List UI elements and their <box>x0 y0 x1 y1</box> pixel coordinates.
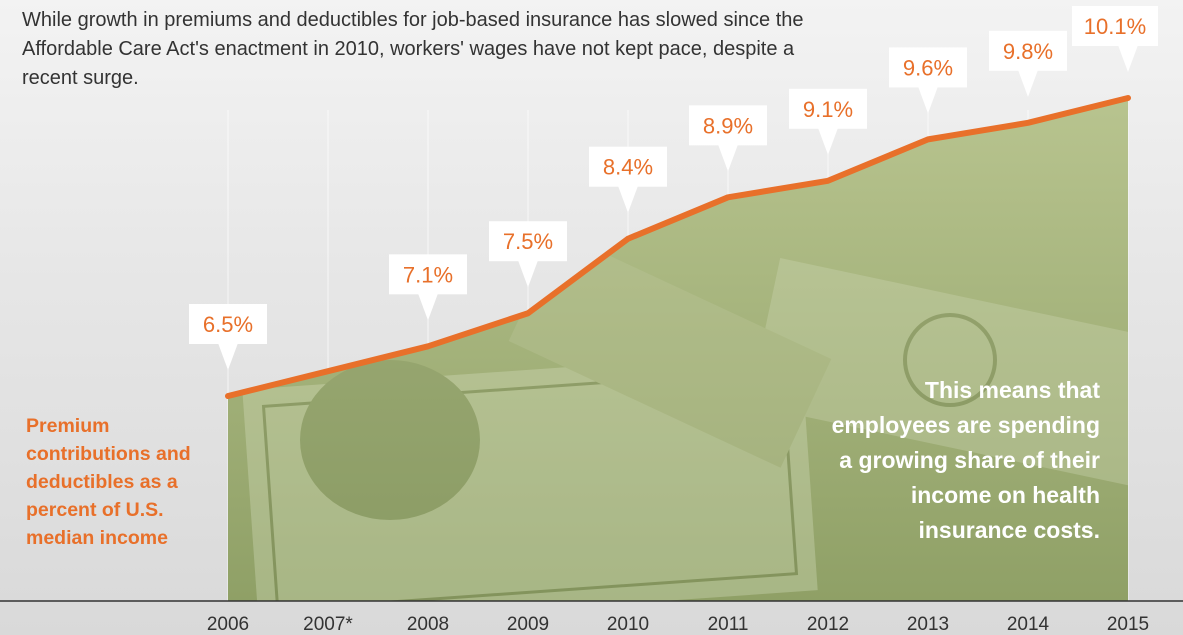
series-polyline <box>225 95 1131 399</box>
data-label-text: 7.5% <box>503 229 553 254</box>
data-label-box <box>989 30 1067 71</box>
x-tick-label: 2007* <box>303 614 353 635</box>
data-label-text: 6.5% <box>203 312 253 337</box>
data-label-box <box>889 47 967 88</box>
data-label: 10.1% <box>1072 6 1158 72</box>
intro-text: While growth in premiums and deductibles… <box>22 9 804 89</box>
data-label-pointer <box>218 343 238 370</box>
x-tick-label: 2015 <box>1107 614 1149 635</box>
x-tick-label: 2006 <box>207 614 249 635</box>
area-shape <box>228 98 1128 601</box>
data-label: 6.5% <box>189 304 267 370</box>
data-label-text: 9.6% <box>903 55 953 80</box>
series-description-label: Premium contributions and deductibles as… <box>26 415 191 549</box>
data-label: 8.9% <box>689 105 767 172</box>
data-label-box <box>189 304 267 344</box>
data-labels: 6.5% 7.1% 7.5% 8.4% 8.9% 9.1% 9.6% 9.8% 10.1% <box>189 6 1158 370</box>
data-label-pointer <box>1118 45 1138 72</box>
x-tick-label: 2012 <box>807 614 849 635</box>
data-label-pointer <box>1018 69 1038 97</box>
data-label-text: 8.9% <box>703 113 753 138</box>
data-label-pointer <box>418 293 438 321</box>
data-label-text: 8.4% <box>603 155 653 180</box>
annotation-note: This means that employees are spending a… <box>831 377 1100 543</box>
data-label-box <box>1072 6 1158 46</box>
x-tick-label: 2010 <box>607 614 649 635</box>
data-label-pointer <box>818 127 838 155</box>
money-texture <box>242 232 1128 601</box>
data-label-box <box>489 221 567 262</box>
data-label-pointer <box>918 86 938 114</box>
data-label-box <box>689 105 767 146</box>
data-label: 9.8% <box>989 30 1067 97</box>
data-label-pointer <box>618 185 638 213</box>
x-tick-label: 2011 <box>708 614 749 635</box>
data-label-box <box>389 254 467 295</box>
x-tick-label: 2008 <box>407 614 449 635</box>
area-fill <box>228 98 1128 601</box>
x-tick-label: 2014 <box>1007 614 1050 635</box>
data-label-box <box>589 146 667 187</box>
data-label: 8.4% <box>589 146 667 213</box>
x-tick-labels: 2006 2007* 2008 2009 2010 2011 2012 2013 2014 201… <box>207 614 1149 635</box>
data-label: 7.1% <box>389 254 467 321</box>
data-label: 9.1% <box>789 88 867 155</box>
x-tick-label: 2013 <box>907 614 949 635</box>
data-label: 9.6% <box>889 47 967 114</box>
data-label-text: 10.1% <box>1084 14 1146 39</box>
data-label-text: 9.8% <box>1003 39 1053 64</box>
data-label-box <box>789 88 867 129</box>
data-label-text: 7.1% <box>403 262 453 287</box>
data-label-pointer <box>518 260 538 288</box>
x-tick-label: 2009 <box>507 614 549 635</box>
data-label-text: 9.1% <box>803 97 853 122</box>
series-line <box>225 95 1131 399</box>
data-label: 7.5% <box>489 221 567 288</box>
data-label-pointer <box>718 144 738 172</box>
